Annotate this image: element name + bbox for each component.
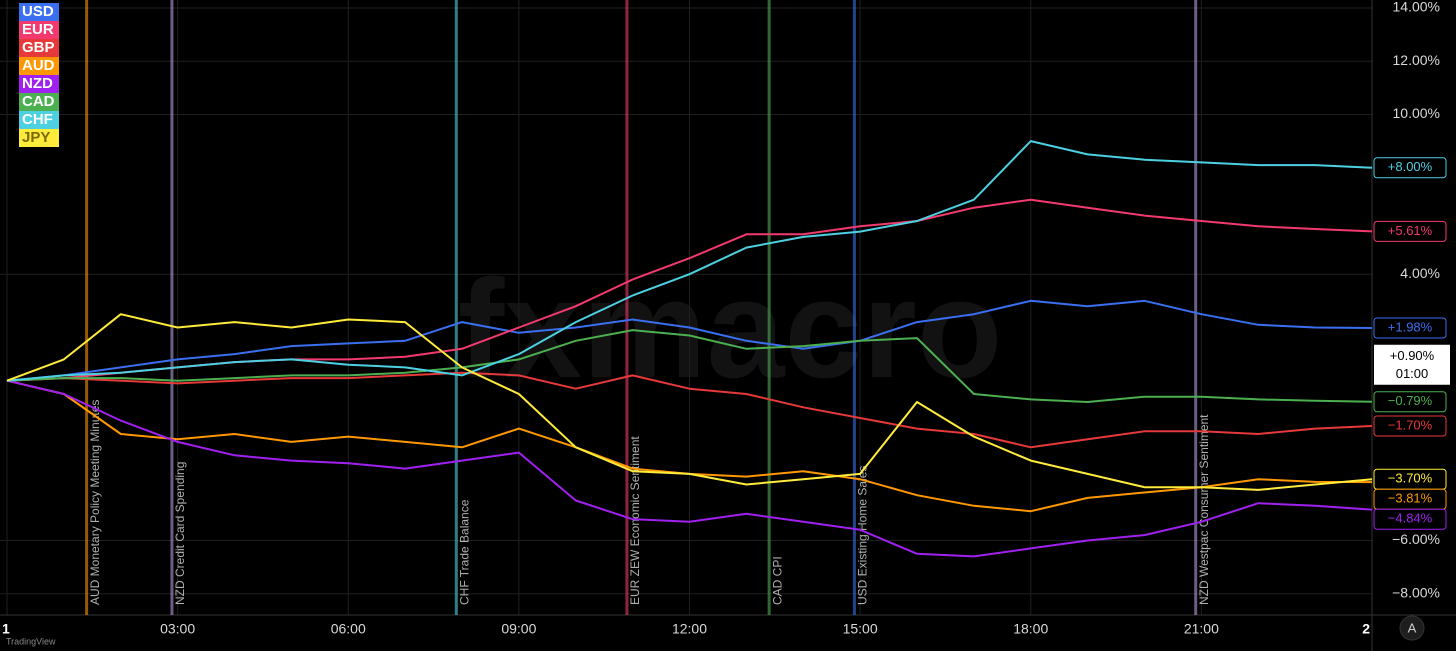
crosshair-y-label: +0.90%	[1390, 348, 1435, 363]
legend-label: CAD	[22, 93, 55, 110]
last-value-box	[1373, 317, 1447, 339]
grid	[0, 0, 1373, 615]
last-value-box	[1373, 415, 1447, 437]
event-label: AUD Monetary Policy Meeting Minutes	[88, 400, 102, 605]
legend-label: NZD	[22, 75, 53, 92]
x-tick-label: 09:00	[501, 621, 536, 637]
x-tick-label: 15:00	[843, 621, 878, 637]
legend-swatch	[19, 3, 59, 21]
event-label: NZD Credit Card Spending	[173, 462, 187, 605]
last-value-box	[1373, 391, 1447, 413]
series-line	[6, 379, 1373, 558]
auto-scale-button[interactable]	[1399, 615, 1425, 641]
last-value-label: +8.00%	[1388, 159, 1433, 174]
y-tick-label: 4.00%	[1400, 265, 1440, 281]
legend-swatch	[19, 57, 59, 75]
legend-swatch	[19, 21, 59, 39]
series-line	[6, 329, 1373, 403]
last-value-box	[1373, 157, 1447, 179]
last-value-label: −3.70%	[1388, 471, 1433, 486]
legend-swatch	[19, 39, 59, 57]
crosshair-x-label: 01:00	[1396, 366, 1429, 381]
y-tick-label: 12.00%	[1393, 52, 1440, 68]
x-tick-label: 12:00	[672, 621, 707, 637]
legend-label: JPY	[22, 129, 50, 146]
legend-swatch	[19, 129, 59, 147]
x-tick-label: 1	[2, 621, 10, 637]
event-label: USD Existing Home Sales	[856, 466, 870, 605]
x-tick-label: 06:00	[331, 621, 366, 637]
event-label: CAD CPI	[770, 556, 784, 605]
x-tick-label: 03:00	[160, 621, 195, 637]
legend-label: USD	[22, 3, 54, 20]
brand: TradingView	[6, 636, 56, 646]
series-line	[6, 140, 1373, 382]
x-tick-label: 21:00	[1184, 621, 1219, 637]
last-value-label: −3.81%	[1388, 491, 1433, 506]
y-tick-label: 10.00%	[1393, 105, 1440, 121]
series-line	[6, 299, 1373, 382]
legend-label: EUR	[22, 21, 54, 38]
last-value-box	[1373, 508, 1447, 530]
crosshair-box	[1374, 344, 1450, 385]
last-value-label: −0.79%	[1388, 393, 1433, 408]
series-line	[6, 313, 1373, 491]
y-tick-label: 14.00%	[1393, 0, 1440, 15]
last-value-label: −4.84%	[1388, 511, 1433, 526]
last-value-label: −1.70%	[1388, 417, 1433, 432]
last-value-label: +5.61%	[1388, 223, 1433, 238]
x-tick-label: 18:00	[1013, 621, 1048, 637]
auto-scale-label[interactable]: A	[1408, 620, 1417, 635]
last-value-label: +1.98%	[1388, 319, 1433, 334]
legend-label: CHF	[22, 111, 53, 128]
legend-swatch	[19, 75, 59, 93]
last-value-box	[1373, 220, 1447, 242]
legend-label: GBP	[22, 39, 55, 56]
legend-swatch	[19, 93, 59, 111]
event-label: CHF Trade Balance	[457, 499, 471, 605]
x-tick-label: 2	[1362, 621, 1370, 637]
series-line	[6, 371, 1373, 449]
y-tick-label: −8.00%	[1392, 584, 1440, 600]
watermark: fxmacro	[458, 250, 1003, 407]
legend-swatch	[19, 111, 59, 129]
legend-label: AUD	[22, 57, 55, 74]
y-tick-label: −6.00%	[1392, 531, 1440, 547]
event-label: NZD Westpac Consumer Sentiment	[1197, 414, 1211, 605]
